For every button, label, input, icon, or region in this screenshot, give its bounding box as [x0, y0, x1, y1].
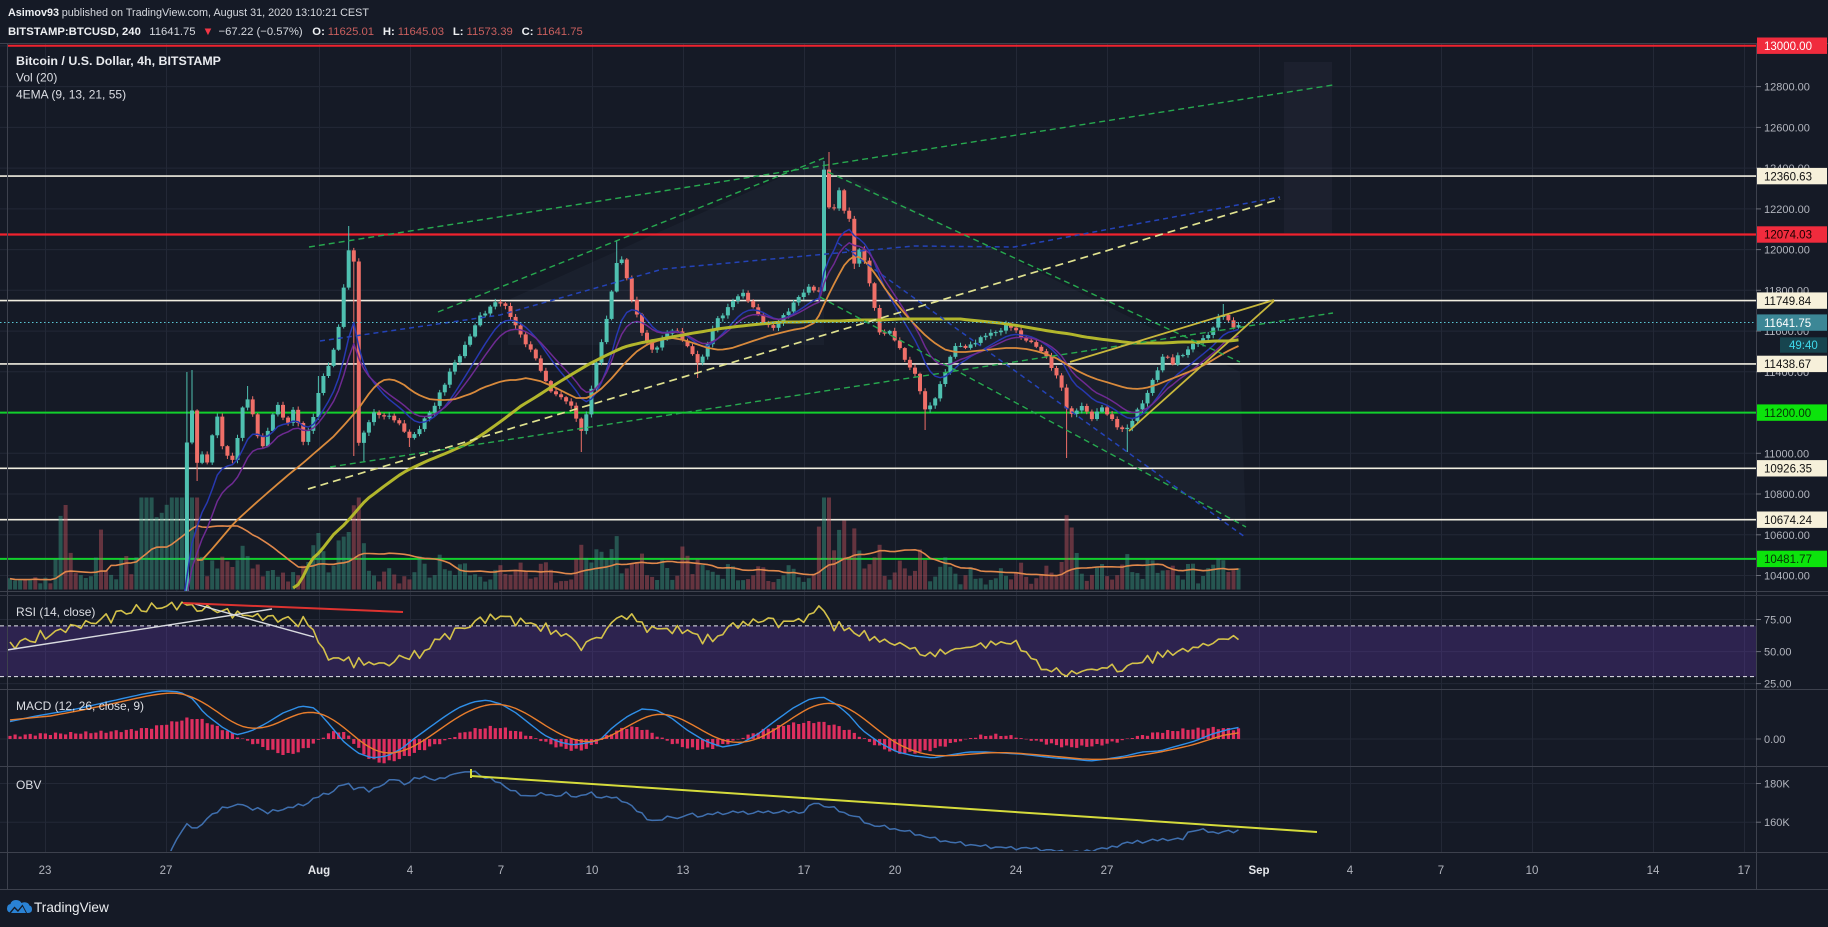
svg-text:RSI (14, close): RSI (14, close) [16, 605, 95, 619]
svg-text:Aug: Aug [308, 865, 330, 877]
svg-text:11641.75: 11641.75 [149, 26, 195, 38]
svg-text:published on TradingView.com,: published on TradingView.com, August 31,… [59, 7, 370, 19]
svg-text:11200.00: 11200.00 [1764, 408, 1811, 420]
svg-text:▼: ▼ [202, 26, 213, 38]
svg-text:−67.22 (−0.57%): −67.22 (−0.57%) [219, 26, 303, 38]
svg-text:49:40: 49:40 [1789, 340, 1818, 352]
svg-text:17: 17 [1738, 865, 1751, 877]
svg-text:12200.00: 12200.00 [1764, 204, 1810, 216]
svg-text:10400.00: 10400.00 [1764, 571, 1810, 583]
svg-text:27: 27 [1101, 865, 1114, 877]
svg-text:11438.67: 11438.67 [1764, 359, 1811, 371]
svg-text:12800.00: 12800.00 [1764, 82, 1810, 94]
svg-text:7: 7 [498, 865, 504, 877]
svg-text:17: 17 [798, 865, 811, 877]
svg-text:12360.63: 12360.63 [1764, 171, 1812, 183]
svg-text:10: 10 [586, 865, 599, 877]
svg-text:BITSTAMP:BTCUSD, 240: BITSTAMP:BTCUSD, 240 [8, 26, 141, 38]
svg-text:OBV: OBV [16, 778, 41, 792]
svg-text:11573.39: 11573.39 [467, 26, 513, 38]
svg-text:25.00: 25.00 [1764, 679, 1792, 691]
svg-text:11641.75: 11641.75 [1764, 318, 1811, 330]
svg-text:10800.00: 10800.00 [1764, 489, 1810, 501]
svg-text:75.00: 75.00 [1764, 615, 1792, 627]
svg-text:11641.75: 11641.75 [537, 26, 583, 38]
svg-text:H:: H: [383, 26, 395, 38]
svg-text:Vol (20): Vol (20) [16, 71, 57, 85]
svg-text:O:: O: [312, 26, 325, 38]
svg-text:0.00: 0.00 [1764, 734, 1785, 746]
svg-text:11645.03: 11645.03 [398, 26, 444, 38]
svg-text:13000.00: 13000.00 [1764, 41, 1812, 53]
svg-text:12074.03: 12074.03 [1764, 230, 1812, 242]
svg-text:4: 4 [1347, 865, 1354, 877]
svg-text:180K: 180K [1764, 779, 1790, 791]
svg-text:4EMA (9, 13, 21, 55): 4EMA (9, 13, 21, 55) [16, 88, 126, 102]
svg-text:11625.01: 11625.01 [328, 26, 374, 38]
svg-text:Asimov93: Asimov93 [8, 7, 59, 19]
svg-text:7: 7 [1438, 865, 1444, 877]
svg-text:23: 23 [39, 865, 52, 877]
svg-text:10926.35: 10926.35 [1764, 464, 1812, 476]
svg-text:11000.00: 11000.00 [1764, 448, 1809, 460]
svg-text:10: 10 [1526, 865, 1539, 877]
svg-text:160K: 160K [1764, 817, 1790, 829]
svg-text:11749.84: 11749.84 [1764, 296, 1812, 308]
svg-text:C:: C: [522, 26, 534, 38]
svg-text:12000.00: 12000.00 [1764, 245, 1810, 257]
svg-text:4: 4 [407, 865, 414, 877]
svg-text:14: 14 [1647, 865, 1660, 877]
svg-text:TradingView: TradingView [34, 900, 109, 915]
svg-text:Bitcoin / U.S. Dollar, 4h, BIT: Bitcoin / U.S. Dollar, 4h, BITSTAMP [16, 54, 221, 68]
svg-text:13: 13 [677, 865, 690, 877]
svg-text:10674.24: 10674.24 [1764, 515, 1813, 527]
svg-text:MACD (12, 26, close, 9): MACD (12, 26, close, 9) [16, 699, 144, 713]
svg-text:10481.77: 10481.77 [1764, 554, 1812, 566]
svg-text:27: 27 [160, 865, 173, 877]
svg-text:12600.00: 12600.00 [1764, 122, 1810, 134]
svg-text:50.00: 50.00 [1764, 647, 1792, 659]
svg-text:L:: L: [453, 26, 464, 38]
svg-text:24: 24 [1010, 865, 1023, 877]
svg-text:20: 20 [889, 865, 902, 877]
svg-text:Sep: Sep [1248, 865, 1269, 877]
svg-text:10600.00: 10600.00 [1764, 530, 1810, 542]
